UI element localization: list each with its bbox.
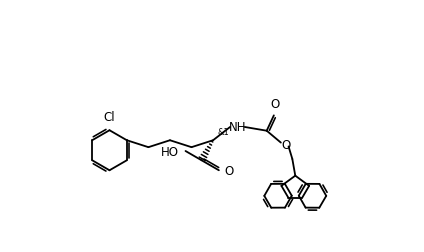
Text: HO: HO [162,145,179,158]
Text: O: O [271,98,280,111]
Text: Cl: Cl [104,111,115,124]
Text: O: O [282,138,291,151]
Text: NH: NH [229,120,246,133]
Text: O: O [224,164,234,177]
Text: &1: &1 [218,127,229,136]
